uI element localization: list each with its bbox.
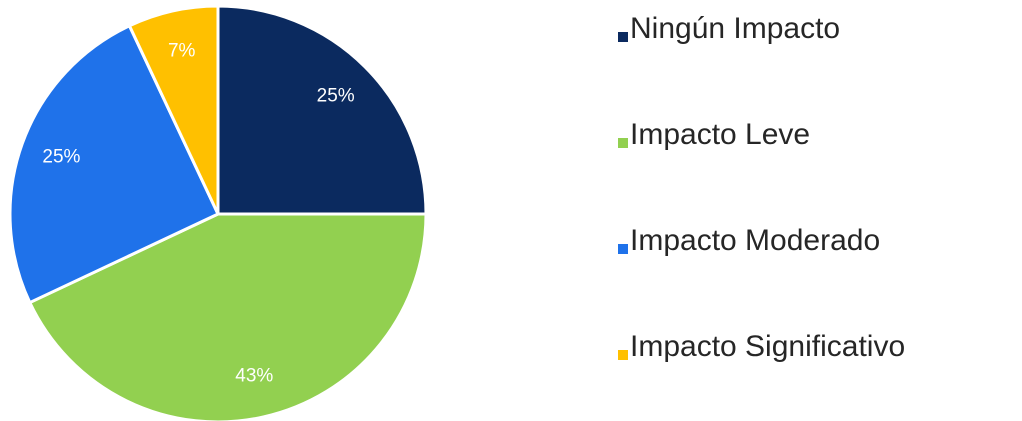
- legend-label: Ningún Impacto: [630, 12, 840, 45]
- legend-swatch: [618, 138, 628, 148]
- legend-label: Impacto Moderado: [630, 224, 880, 257]
- data-label: 25%: [317, 85, 355, 106]
- data-label: 43%: [235, 365, 273, 386]
- pie-slice: [127, 4, 220, 215]
- legend-swatch: [618, 32, 628, 42]
- pie-slice: [216, 4, 428, 216]
- legend-label: Impacto Significativo: [630, 330, 905, 363]
- legend-swatch: [618, 350, 628, 360]
- data-label: 25%: [42, 147, 80, 168]
- pie-slice: [8, 23, 220, 305]
- pie-slice: [27, 212, 428, 421]
- data-label: 7%: [168, 41, 196, 62]
- legend-label: Impacto Leve: [630, 118, 810, 151]
- legend-swatch: [618, 244, 628, 254]
